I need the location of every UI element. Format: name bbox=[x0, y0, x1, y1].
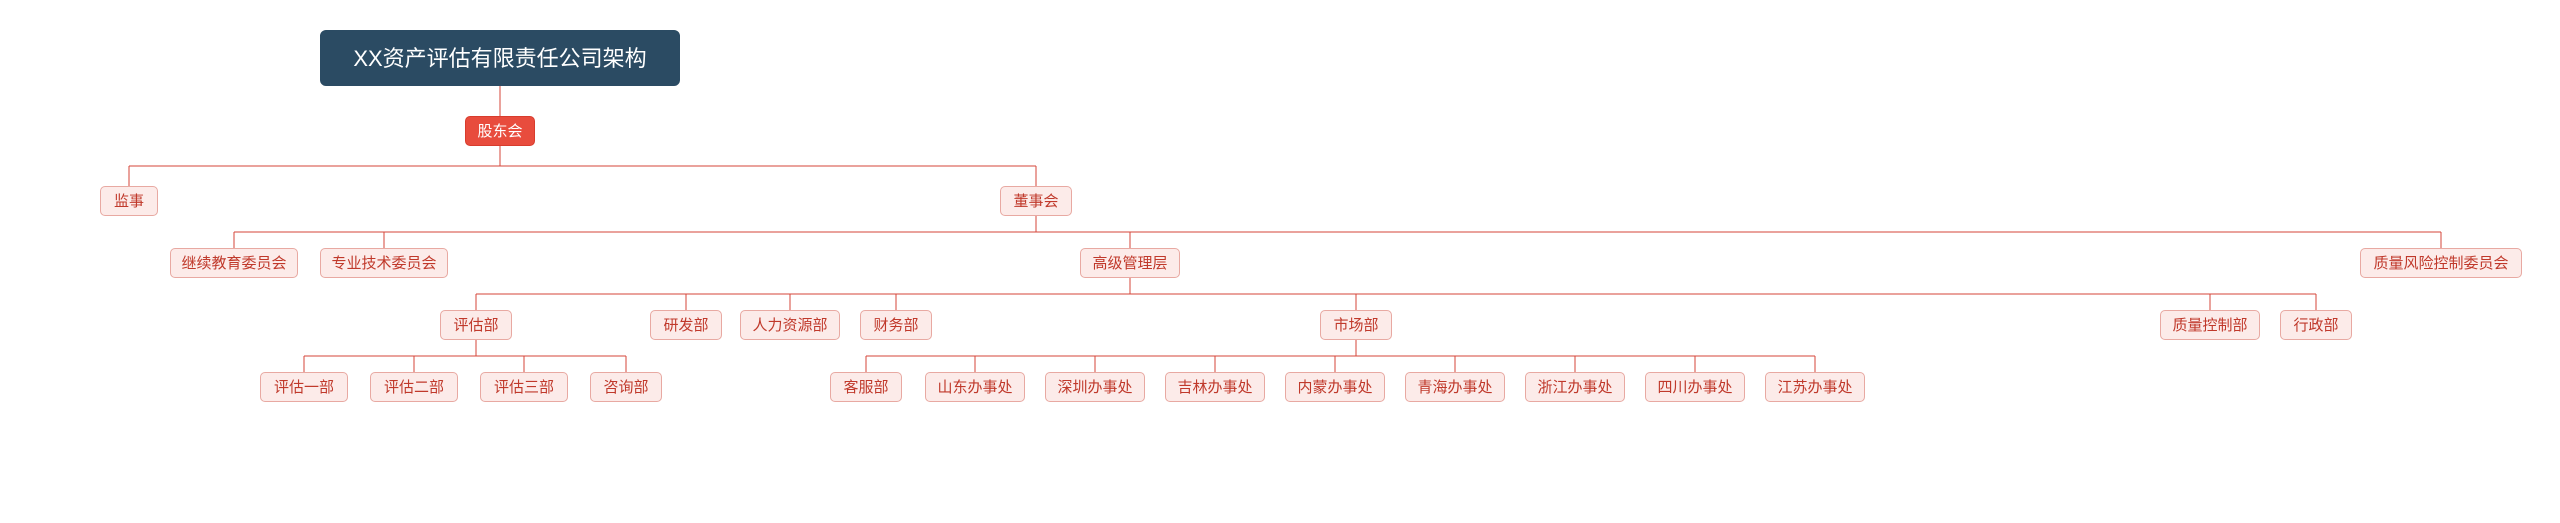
node-ev2: 评估二部 bbox=[370, 372, 458, 402]
node-board: 董事会 bbox=[1000, 186, 1072, 216]
node-tech: 专业技术委员会 bbox=[320, 248, 448, 278]
node-zj: 浙江办事处 bbox=[1525, 372, 1625, 402]
node-sup: 监事 bbox=[100, 186, 158, 216]
node-risk: 质量风险控制委员会 bbox=[2360, 248, 2522, 278]
node-rd: 研发部 bbox=[650, 310, 722, 340]
node-hr: 人力资源部 bbox=[740, 310, 840, 340]
node-sd: 山东办事处 bbox=[925, 372, 1025, 402]
node-ev1: 评估一部 bbox=[260, 372, 348, 402]
node-cs: 客服部 bbox=[830, 372, 902, 402]
node-qc: 质量控制部 bbox=[2160, 310, 2260, 340]
node-jl: 吉林办事处 bbox=[1165, 372, 1265, 402]
node-sz: 深圳办事处 bbox=[1045, 372, 1145, 402]
node-eval: 评估部 bbox=[440, 310, 512, 340]
node-nm: 内蒙办事处 bbox=[1285, 372, 1385, 402]
node-mgmt: 高级管理层 bbox=[1080, 248, 1180, 278]
node-root: XX资产评估有限责任公司架构 bbox=[320, 30, 680, 86]
node-admin: 行政部 bbox=[2280, 310, 2352, 340]
node-sc: 四川办事处 bbox=[1645, 372, 1745, 402]
node-edu: 继续教育委员会 bbox=[170, 248, 298, 278]
node-share: 股东会 bbox=[465, 116, 535, 146]
node-ev3: 评估三部 bbox=[480, 372, 568, 402]
node-qh: 青海办事处 bbox=[1405, 372, 1505, 402]
node-mkt: 市场部 bbox=[1320, 310, 1392, 340]
node-fin: 财务部 bbox=[860, 310, 932, 340]
node-cons: 咨询部 bbox=[590, 372, 662, 402]
node-js: 江苏办事处 bbox=[1765, 372, 1865, 402]
